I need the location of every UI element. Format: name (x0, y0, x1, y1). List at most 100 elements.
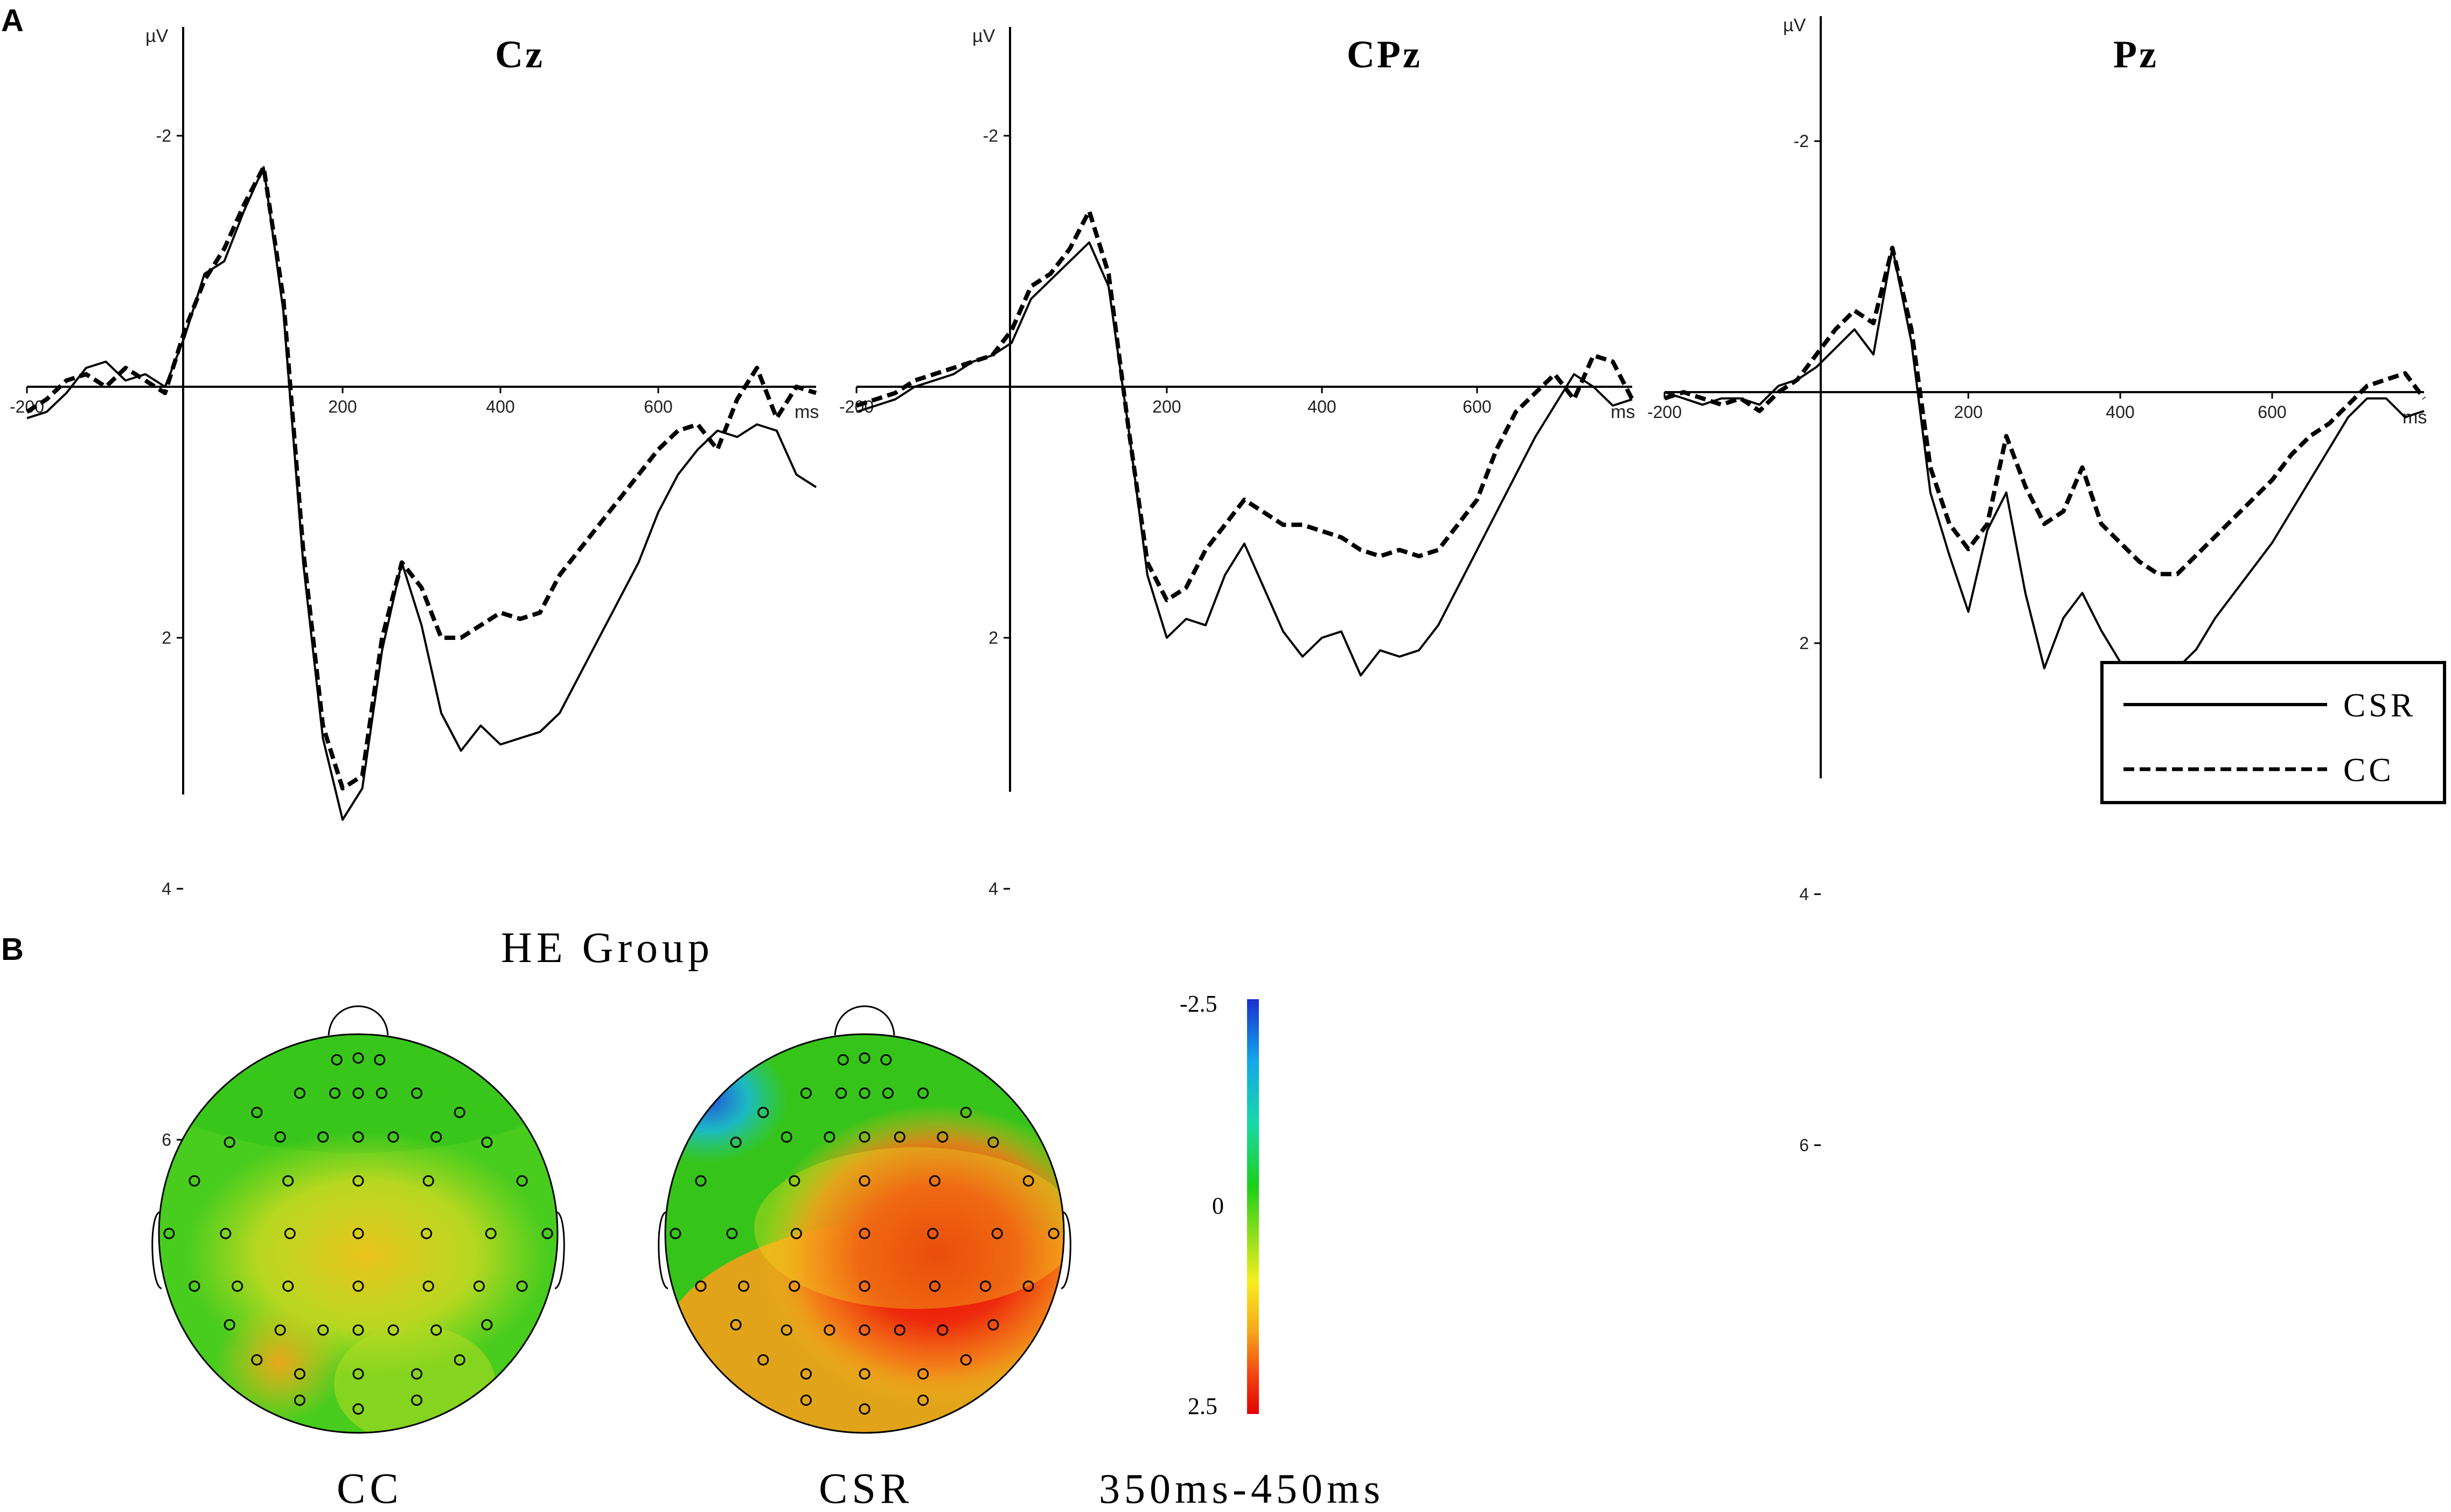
electrode-marker (859, 1228, 871, 1239)
topomap-csr (658, 1005, 1071, 1434)
electrode-marker (800, 1395, 812, 1406)
electrode-marker (163, 1228, 175, 1239)
electrode-marker (374, 1054, 386, 1065)
electrode-marker (411, 1395, 423, 1406)
electrode-marker (294, 1395, 305, 1406)
colorbar: -2.5 0 2.5 (1180, 991, 1259, 1419)
colorbar-max-label: 2.5 (1188, 1393, 1217, 1419)
electrode-marker (859, 1052, 871, 1064)
right-ear-csr (1061, 1211, 1071, 1290)
electrode-marker (375, 1087, 387, 1099)
legend-label-cc: CC (2343, 752, 2394, 789)
x-tick-label: 200 (1954, 402, 1982, 422)
y-tick-label: 4 (1799, 884, 1809, 904)
y-tick-label: 6 (1799, 1135, 1809, 1155)
electrode-marker (1022, 1280, 1034, 1292)
electrode-marker (411, 1368, 423, 1380)
electrode-marker (789, 1280, 800, 1292)
x-tick-label: 600 (1463, 397, 1491, 416)
time-window-label: 350ms-450ms (1099, 1465, 1384, 1512)
erp-title: Cz (495, 33, 545, 76)
y-tick-label: 2 (162, 628, 171, 647)
y-tick-label: 2 (1799, 633, 1809, 653)
electrode-marker (352, 1368, 364, 1380)
electrode-marker (481, 1319, 493, 1330)
x-tick-label: 400 (1307, 397, 1336, 416)
electrode-marker (695, 1175, 707, 1187)
y-tick-label: 4 (162, 879, 171, 898)
electrode-marker (422, 1280, 434, 1292)
electrode-marker (352, 1175, 364, 1187)
electrode-marker (917, 1087, 929, 1099)
electrode-marker (991, 1228, 1003, 1239)
colorbar-mid-label: 0 (1212, 1193, 1224, 1219)
panel-b-letter: B (1, 932, 24, 967)
electrode-marker (274, 1131, 286, 1143)
electrode-marker (738, 1280, 750, 1292)
electrode-marker (894, 1324, 906, 1336)
series-line-cc (25, 165, 817, 791)
y-unit-label: µV (1783, 15, 1806, 36)
x-tick-label: 600 (2258, 402, 2286, 422)
electrode-marker (837, 1054, 849, 1065)
electrode-marker (781, 1324, 792, 1336)
electrode-marker (430, 1131, 442, 1143)
electrode-marker (189, 1175, 200, 1187)
y-unit-label: µV (145, 26, 169, 46)
electrode-marker (251, 1354, 263, 1366)
electrode-marker (859, 1403, 871, 1415)
electrode-marker (352, 1403, 364, 1415)
electrode-marker (859, 1280, 871, 1292)
x-tick-label: -200 (10, 397, 44, 416)
electrode-marker (730, 1137, 742, 1148)
electrode-marker (937, 1324, 949, 1336)
series-line-csr (26, 166, 817, 821)
colorbar-min-label: -2.5 (1180, 991, 1217, 1017)
electrode-marker (800, 1087, 812, 1099)
electrode-marker (835, 1087, 847, 1099)
electrode-marker (317, 1324, 329, 1336)
electrode-marker (960, 1106, 972, 1118)
series-line-csr (856, 241, 1633, 677)
electrode-marker (800, 1368, 812, 1380)
left-ear-cc (151, 1211, 162, 1290)
electrode-marker (329, 1087, 341, 1099)
electrode-marker (352, 1052, 364, 1064)
x-tick-label: -200 (839, 397, 874, 416)
electrode-marker (987, 1137, 999, 1148)
electrode-marker (894, 1131, 906, 1143)
electrode-marker (917, 1368, 929, 1380)
erp-title: CPz (1347, 33, 1422, 76)
electrode-marker (411, 1087, 423, 1099)
electrode-marker (421, 1228, 433, 1239)
y-tick-label: -2 (1794, 131, 1809, 151)
legend-box (2100, 661, 2446, 804)
head-outline-csr (664, 1033, 1065, 1434)
electrode-marker (352, 1131, 364, 1143)
electrode-marker (859, 1175, 871, 1187)
panel-a-letter: A (1, 3, 24, 38)
right-ear-cc (554, 1211, 565, 1290)
electrode-marker (224, 1319, 235, 1330)
electrode-marker (352, 1280, 364, 1292)
electrode-marker (387, 1131, 399, 1143)
electrode-marker (960, 1354, 972, 1366)
electrode-marker (695, 1280, 707, 1292)
electrode-marker (274, 1324, 286, 1336)
y-tick-label: 4 (988, 879, 998, 898)
electrode-marker (224, 1137, 235, 1148)
x-tick-label: 200 (328, 397, 357, 416)
electrode-marker (859, 1087, 871, 1099)
x-tick-label: -200 (1647, 402, 1682, 422)
electrode-marker (937, 1131, 949, 1143)
electrode-marker (387, 1324, 399, 1336)
y-unit-label: µV (972, 26, 995, 46)
electrode-marker (824, 1324, 835, 1336)
electrode-marker (917, 1395, 929, 1406)
erp-title: Pz (2113, 33, 2158, 76)
electrode-marker (473, 1280, 485, 1292)
series-line-cc (1663, 246, 2426, 576)
y-tick-label: -2 (156, 126, 171, 145)
